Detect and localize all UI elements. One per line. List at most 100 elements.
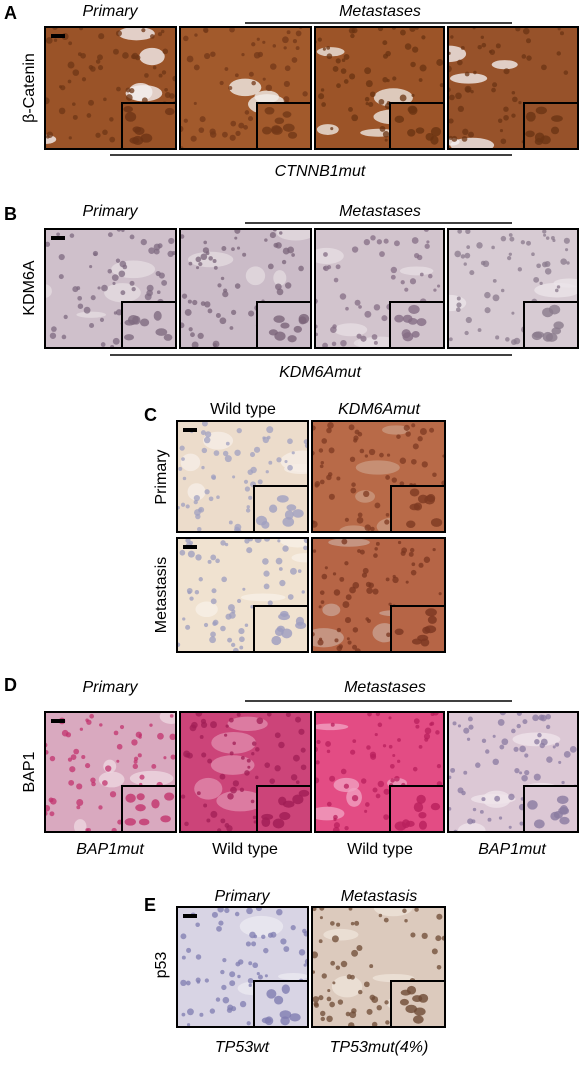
nucleus <box>67 79 72 84</box>
stroma <box>180 453 201 472</box>
nucleus <box>322 47 326 51</box>
nucleus <box>397 540 402 545</box>
nucleus <box>297 569 302 573</box>
nucleus <box>536 263 542 269</box>
nucleus <box>56 232 60 237</box>
nucleus <box>369 751 377 758</box>
nucleus <box>364 454 368 458</box>
nucleus <box>275 283 282 291</box>
nucleus <box>501 738 509 746</box>
nucleus <box>351 482 356 487</box>
nucleus <box>221 576 227 583</box>
inset-nucleus <box>411 638 422 645</box>
nucleus <box>81 77 87 82</box>
nucleus <box>468 131 474 138</box>
nucleus <box>222 996 230 1004</box>
nucleus <box>405 580 409 584</box>
nucleus <box>244 770 250 776</box>
nucleus <box>327 422 334 429</box>
nucleus <box>409 278 417 285</box>
nucleus <box>312 996 320 1003</box>
nucleus <box>375 541 380 546</box>
nucleus <box>435 935 442 942</box>
nucleus <box>508 825 512 829</box>
micrograph <box>311 420 446 533</box>
frame <box>447 26 579 150</box>
inset-nucleus <box>413 1007 426 1016</box>
nucleus <box>526 55 532 61</box>
inset-nucleus <box>262 126 272 135</box>
nucleus <box>220 818 226 824</box>
nucleus <box>228 85 233 90</box>
nucleus <box>236 246 241 250</box>
tissue <box>180 712 311 832</box>
inset-nucleus <box>269 504 278 513</box>
nucleus <box>264 762 271 768</box>
nucleus <box>61 334 67 340</box>
inset-nucleus <box>420 638 430 647</box>
nucleus <box>49 797 57 805</box>
inset-nucleus <box>430 518 443 527</box>
nucleus <box>333 822 340 829</box>
nucleus <box>435 730 440 735</box>
nucleus <box>379 251 385 257</box>
nucleus <box>357 431 363 437</box>
mutation-label: CTNNB1mut <box>275 163 366 180</box>
nucleus <box>357 512 363 518</box>
nucleus <box>383 814 389 820</box>
nucleus <box>276 908 283 916</box>
nucleus <box>439 83 444 88</box>
frame <box>179 26 312 150</box>
nucleus <box>352 627 359 633</box>
stroma <box>449 73 488 84</box>
inset-nucleus <box>407 318 418 325</box>
nucleus <box>69 233 75 238</box>
nucleus <box>424 243 430 249</box>
nucleus <box>343 79 349 84</box>
nucleus <box>178 466 183 471</box>
nucleus <box>227 604 235 612</box>
nucleus <box>455 307 461 313</box>
nucleus <box>436 763 442 769</box>
nucleus <box>350 749 356 755</box>
nucleus <box>63 314 68 320</box>
nucleus <box>107 232 113 238</box>
nucleus <box>215 997 221 1002</box>
nucleus <box>321 438 328 444</box>
nucleus <box>356 333 362 339</box>
nucleus <box>561 780 565 785</box>
nucleus <box>396 759 401 764</box>
nucleus <box>267 263 274 270</box>
nucleus <box>275 557 283 565</box>
inset-nucleus <box>271 126 283 135</box>
nucleus <box>319 916 323 920</box>
nucleus <box>424 737 429 742</box>
nucleus <box>495 335 500 340</box>
nucleus <box>277 539 281 543</box>
nucleus <box>269 232 276 239</box>
nucleus <box>79 727 84 731</box>
inset-nucleus <box>134 127 145 135</box>
micrograph <box>179 711 312 833</box>
inset-nucleus <box>394 115 405 123</box>
inset-nucleus <box>407 128 416 137</box>
nucleus <box>102 129 108 136</box>
nucleus <box>335 965 341 970</box>
frame <box>447 711 579 833</box>
nucleus <box>519 771 523 775</box>
inset-nucleus <box>422 626 431 634</box>
nucleus <box>193 101 197 105</box>
nucleus <box>319 479 325 485</box>
nucleus <box>295 30 302 37</box>
nucleus <box>69 766 76 773</box>
nucleus <box>364 67 372 75</box>
nucleus <box>248 961 253 966</box>
nucleus <box>563 237 570 244</box>
nucleus <box>325 741 331 747</box>
nucleus <box>144 73 149 78</box>
nucleus <box>185 980 191 986</box>
nucleus <box>113 730 119 736</box>
nucleus <box>545 713 551 720</box>
nucleus <box>46 131 54 138</box>
nucleus <box>383 788 390 795</box>
